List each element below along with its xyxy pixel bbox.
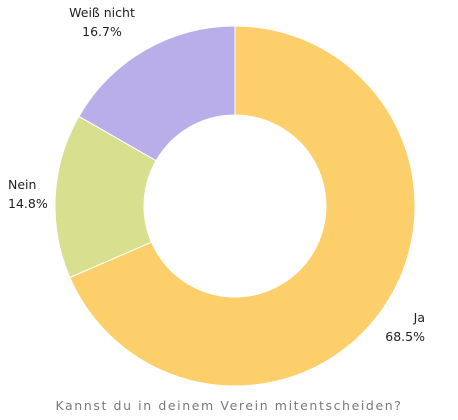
slice-label-ja: Ja — [413, 310, 425, 325]
slice-labels: Ja 68.5% Nein 14.8% Weiß nicht 16.7% — [8, 5, 425, 344]
slice-value-ja: 68.5% — [385, 329, 425, 344]
slice-wei-nicht — [78, 25, 236, 162]
slice-label-nein: Nein — [8, 177, 36, 192]
slice-value-nein: 14.8% — [8, 196, 48, 211]
chart-caption: Kannst du in deinem Verein mitentscheide… — [55, 398, 403, 413]
slice-ja — [69, 25, 416, 387]
donut-slices — [54, 25, 416, 387]
slice-value-wei-nicht: 16.7% — [82, 24, 122, 39]
slice-label-wei-nicht: Weiß nicht — [69, 5, 135, 20]
donut-chart: Ja 68.5% Nein 14.8% Weiß nicht 16.7% — [8, 5, 425, 387]
